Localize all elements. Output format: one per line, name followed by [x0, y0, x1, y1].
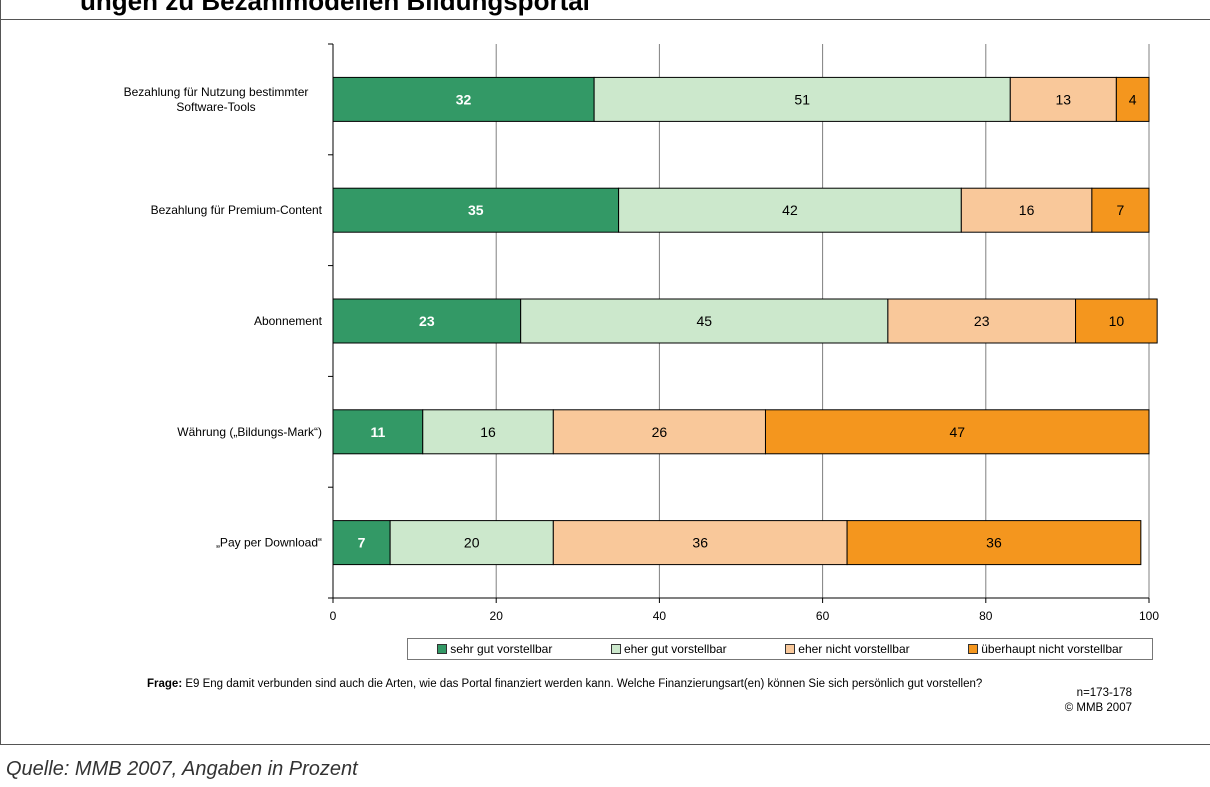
category-label: Bezahlung für Nutzung bestimmter Software…: [124, 85, 309, 114]
x-tick-label: 20: [490, 609, 504, 623]
question-note: Frage: E9 Eng damit verbunden sind auch …: [147, 677, 1007, 692]
stacked-bar-chart: 0 20 40 60 80 100 32 51 13 4 Bezahlung für Nutzung…: [124, 43, 1159, 623]
bar-segment: [332, 409, 424, 455]
x-tick-label: 80: [979, 609, 993, 623]
bar-value-label: 7: [1117, 202, 1125, 218]
bar-value-label: 47: [949, 424, 965, 440]
bar-value-label: 35: [468, 202, 484, 218]
x-tick-label: 40: [653, 609, 667, 623]
bar-segment: [764, 409, 1150, 455]
legend-label: sehr gut vorstellbar: [450, 642, 553, 656]
legend-swatch: [437, 644, 448, 654]
legend-label: überhaupt nicht vorstellbar: [981, 642, 1123, 656]
bar-value-label: 7: [358, 535, 366, 551]
bar-segment: [422, 409, 554, 455]
bar-value-label: 16: [1019, 202, 1035, 218]
legend-swatch: [968, 644, 979, 654]
bar-segment: [960, 187, 1093, 233]
chart-meta: n=173-178 © MMB 2007: [1065, 686, 1132, 716]
copyright: © MMB 2007: [1064, 702, 1132, 714]
bar-value-label: 42: [782, 202, 798, 218]
bar-value-label: 4: [1129, 91, 1137, 107]
bar-segment: [389, 520, 554, 566]
bar-value-label: 20: [464, 535, 480, 551]
page-title: ungen zu Bezahlmodellen Bildungsportal: [80, 0, 590, 16]
bar-segment: [593, 76, 1011, 122]
legend-item: sehr gut vorstellbar: [437, 642, 552, 656]
bar-segment: [332, 187, 620, 233]
chart-legend: sehr gut vorstellbar eher gut vorstellbar…: [407, 638, 1153, 660]
legend-swatch: [610, 644, 621, 654]
question-text: E9 Eng damit verbunden sind auch die Art…: [185, 678, 983, 690]
bar-value-label: 36: [986, 535, 1002, 551]
bar-value-label: 10: [1109, 313, 1125, 329]
bar-segment: [1091, 187, 1150, 233]
bar-segment: [552, 409, 766, 455]
bar-segment: [332, 298, 522, 344]
bar-segment: [332, 520, 391, 566]
bar-value-label: 13: [1056, 91, 1072, 107]
bar-value-label: 26: [652, 424, 668, 440]
bar-value-label: 23: [974, 313, 990, 329]
category-label: „Pay per Download“: [216, 536, 322, 550]
bar-value-label: 36: [692, 535, 708, 551]
bar-value-label: 32: [456, 91, 472, 107]
legend-item: eher nicht vorstellbar: [785, 642, 910, 656]
bar-segment: [846, 520, 1142, 566]
bar-segment: [1115, 76, 1150, 122]
legend-label: eher gut vorstellbar: [623, 642, 727, 656]
frame-divider: [0, 19, 1210, 20]
legend-item: eher gut vorstellbar: [610, 642, 727, 656]
bar-segment: [1009, 76, 1117, 122]
legend-swatch: [785, 644, 796, 654]
bar-value-label: 51: [794, 91, 810, 107]
bar-segment: [332, 76, 595, 122]
chart-frame: [0, 0, 1210, 745]
x-tick-label: 0: [330, 609, 337, 623]
x-tick-label: 60: [816, 609, 830, 623]
bar-value-label: 23: [419, 313, 435, 329]
bar-segment: [1075, 298, 1158, 344]
legend-item: überhaupt nicht vorstellbar: [968, 642, 1123, 656]
bar-value-label: 11: [370, 424, 385, 440]
sample-size: n=173-178: [1076, 687, 1132, 699]
source-note: Quelle: MMB 2007, Angaben in Prozent: [6, 758, 358, 780]
bar-value-label: 45: [696, 313, 712, 329]
bar-segment: [887, 298, 1077, 344]
legend-label: eher nicht vorstellbar: [798, 642, 910, 656]
bar-value-label: 16: [480, 424, 496, 440]
x-tick-label: 100: [1139, 609, 1159, 623]
category-label: Bezahlung für Premium-Content: [151, 203, 323, 217]
question-label: Frage:: [147, 678, 183, 690]
category-label: Währung („Bildungs-Mark“): [177, 425, 322, 439]
category-label: Abonnement: [254, 314, 323, 328]
